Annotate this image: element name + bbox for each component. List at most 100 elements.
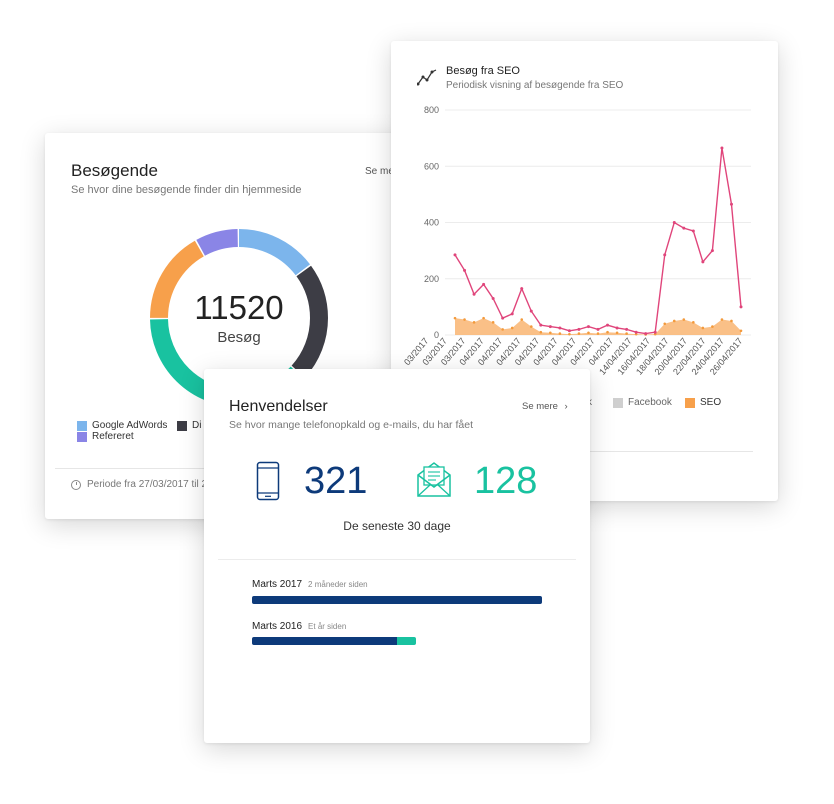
bar-fill-primary bbox=[252, 637, 397, 645]
legend-item-google-adwords[interactable]: Google AdWords bbox=[77, 420, 167, 431]
data-point-total[interactable] bbox=[596, 327, 600, 331]
data-point-total[interactable] bbox=[729, 202, 733, 206]
data-point-seo[interactable] bbox=[529, 325, 533, 328]
bar-row-ago: 2 måneder siden bbox=[308, 580, 368, 589]
y-tick-label: 0 bbox=[434, 330, 439, 340]
data-point-total[interactable] bbox=[663, 253, 667, 257]
data-point-seo[interactable] bbox=[720, 318, 724, 321]
inquiries-title: Henvendelser bbox=[229, 398, 328, 415]
bar-fill-primary bbox=[252, 596, 542, 604]
data-point-seo[interactable] bbox=[482, 316, 485, 320]
data-point-total[interactable] bbox=[606, 323, 610, 327]
inquiries-period: De seneste 30 dage bbox=[343, 519, 451, 533]
data-point-seo[interactable] bbox=[520, 318, 524, 321]
data-point-total[interactable] bbox=[672, 221, 676, 224]
legend-item-direct[interactable]: Di bbox=[177, 420, 201, 431]
data-point-total[interactable] bbox=[501, 316, 505, 320]
data-point-seo[interactable] bbox=[587, 331, 590, 335]
data-point-total[interactable] bbox=[720, 146, 724, 150]
data-point-total[interactable] bbox=[691, 229, 695, 233]
data-point-seo[interactable] bbox=[672, 319, 676, 323]
data-point-total[interactable] bbox=[520, 287, 524, 291]
legend-item-referred[interactable]: Refereret bbox=[77, 431, 134, 442]
data-point-seo[interactable] bbox=[549, 331, 552, 335]
data-point-seo[interactable] bbox=[577, 332, 581, 335]
visitors-see-more-link[interactable]: Se mere bbox=[365, 166, 403, 177]
divider bbox=[218, 559, 576, 560]
data-point-total[interactable] bbox=[634, 330, 638, 334]
data-point-total[interactable] bbox=[510, 312, 514, 316]
data-point-seo[interactable] bbox=[491, 321, 495, 324]
legend-swatch bbox=[77, 420, 87, 431]
data-point-seo[interactable] bbox=[692, 321, 695, 324]
data-point-total[interactable] bbox=[625, 327, 629, 331]
bar-row-label: Marts 2017 2 måneder siden bbox=[252, 579, 368, 590]
bar-row-ago: Et år siden bbox=[308, 622, 347, 631]
bar-row-month: Marts 2016 bbox=[252, 621, 303, 632]
data-point-total[interactable] bbox=[548, 325, 552, 329]
data-point-seo[interactable] bbox=[711, 325, 714, 328]
legend-label: Di bbox=[192, 420, 202, 431]
data-point-seo[interactable] bbox=[625, 332, 628, 335]
series-line-total bbox=[454, 147, 742, 335]
visitors-total-label: Besøg bbox=[217, 329, 261, 346]
data-point-total[interactable] bbox=[491, 296, 495, 300]
seo-legend-item-facebook[interactable]: Facebook bbox=[613, 397, 672, 408]
data-point-seo[interactable] bbox=[606, 330, 609, 334]
data-point-total[interactable] bbox=[529, 309, 533, 313]
inquiries-bar-march-2017 bbox=[252, 596, 542, 604]
line-chart-icon bbox=[417, 69, 437, 86]
y-tick-label: 600 bbox=[424, 161, 439, 171]
data-point-total[interactable] bbox=[472, 292, 476, 296]
data-point-total[interactable] bbox=[463, 268, 467, 272]
legend-swatch bbox=[613, 397, 623, 408]
legend-label: SEO bbox=[700, 397, 722, 408]
legend-label: Facebook bbox=[628, 397, 672, 408]
data-point-total[interactable] bbox=[644, 332, 648, 336]
legend-swatch bbox=[177, 420, 187, 431]
email-icon bbox=[417, 462, 451, 497]
legend-swatch bbox=[685, 397, 695, 408]
visitors-title: Besøgende bbox=[71, 161, 158, 180]
data-point-seo[interactable] bbox=[472, 321, 476, 324]
data-point-total[interactable] bbox=[682, 226, 686, 230]
data-point-seo[interactable] bbox=[568, 332, 571, 336]
y-tick-label: 800 bbox=[424, 105, 439, 115]
donut-center: 11520 Besøg bbox=[164, 289, 314, 346]
data-point-total[interactable] bbox=[653, 330, 657, 334]
data-point-seo[interactable] bbox=[501, 328, 504, 331]
data-point-seo[interactable] bbox=[510, 326, 514, 330]
visitors-total: 11520 bbox=[194, 289, 284, 326]
inquiries-bar-march-2016 bbox=[252, 637, 542, 645]
data-point-total[interactable] bbox=[710, 249, 714, 253]
donut-slice-1[interactable] bbox=[150, 229, 328, 407]
data-point-seo[interactable] bbox=[730, 319, 733, 323]
data-point-total[interactable] bbox=[453, 253, 457, 257]
data-point-total[interactable] bbox=[586, 325, 590, 329]
data-point-seo[interactable] bbox=[739, 329, 743, 333]
data-point-seo[interactable] bbox=[615, 331, 619, 335]
inquiries-see-more-link[interactable]: Se mere › bbox=[522, 401, 568, 412]
y-tick-label: 200 bbox=[424, 274, 439, 284]
data-point-seo[interactable] bbox=[539, 330, 543, 334]
data-point-seo[interactable] bbox=[453, 316, 457, 320]
data-point-total[interactable] bbox=[482, 282, 486, 286]
data-point-seo[interactable] bbox=[558, 332, 562, 335]
data-point-seo[interactable] bbox=[701, 326, 705, 330]
donut-slice-0[interactable] bbox=[150, 229, 328, 407]
data-point-total[interactable] bbox=[539, 323, 543, 327]
phone-call-count: 321 bbox=[304, 460, 368, 502]
data-point-total[interactable] bbox=[739, 305, 743, 309]
data-point-seo[interactable] bbox=[682, 318, 686, 321]
data-point-seo[interactable] bbox=[596, 332, 600, 335]
bar-fill-secondary bbox=[397, 637, 416, 645]
seo-legend-item-seo[interactable]: SEO bbox=[685, 397, 721, 408]
see-more-label: Se mere bbox=[522, 401, 558, 412]
data-point-seo[interactable] bbox=[463, 318, 466, 321]
data-point-total[interactable] bbox=[567, 329, 571, 333]
data-point-seo[interactable] bbox=[663, 322, 667, 326]
data-point-total[interactable] bbox=[615, 326, 619, 330]
data-point-total[interactable] bbox=[701, 260, 705, 264]
data-point-total[interactable] bbox=[577, 327, 581, 331]
data-point-total[interactable] bbox=[558, 326, 562, 330]
